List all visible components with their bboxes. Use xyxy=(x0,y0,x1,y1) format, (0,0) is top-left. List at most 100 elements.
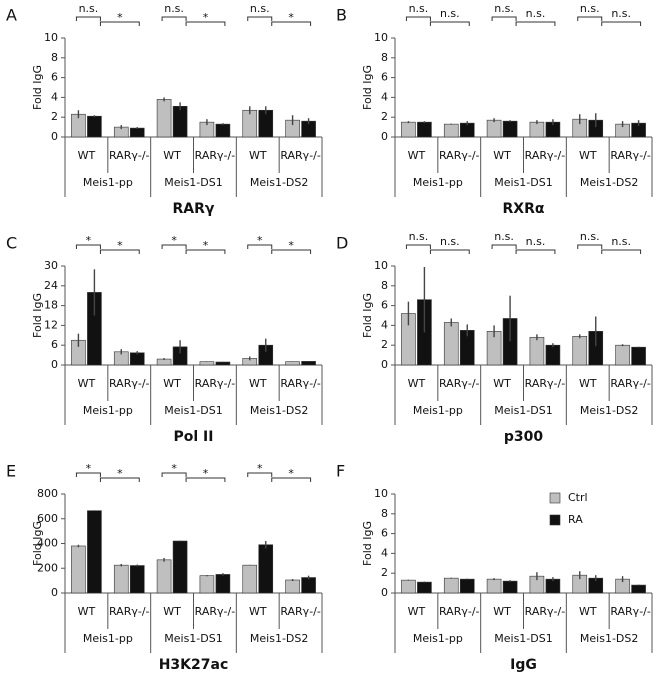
bar xyxy=(129,352,145,366)
bar xyxy=(215,361,231,366)
group-label: Meis1-DS1 xyxy=(164,404,222,417)
significance-label: * xyxy=(257,462,263,475)
significance-bracket xyxy=(429,21,470,26)
significance-bracket xyxy=(271,249,312,254)
significance-label: n.s. xyxy=(164,2,184,15)
x-tick-label: RARγ-/- xyxy=(280,377,321,390)
x-tick-label: RARγ-/- xyxy=(195,377,236,390)
y-tick-label: 8 xyxy=(51,51,58,64)
significance-bracket xyxy=(429,249,470,254)
bar xyxy=(459,122,475,138)
y-tick-label: 8 xyxy=(381,51,388,64)
x-tick-label: RARγ-/- xyxy=(610,149,651,162)
x-tick-label: WT xyxy=(493,377,511,390)
significance-label: n.s. xyxy=(250,2,270,15)
x-tick-label: RARγ-/- xyxy=(195,605,236,618)
bar xyxy=(502,120,518,138)
significance-bracket xyxy=(99,477,140,482)
bar xyxy=(486,578,502,594)
group-label: Meis1-DS2 xyxy=(250,632,308,645)
x-tick-label: WT xyxy=(408,605,426,618)
y-axis-label: Fold IgG xyxy=(31,65,44,110)
y-tick-label: 0 xyxy=(381,130,388,143)
significance-label: * xyxy=(171,462,177,475)
y-tick-label: 6 xyxy=(381,527,388,540)
x-tick-label: WT xyxy=(493,605,511,618)
significance-bracket xyxy=(161,472,187,477)
significance-label: n.s. xyxy=(580,2,600,15)
panel: E Fold IgG 0 200 400 600 800 WT RARγ-/- WT RARγ-/-… xyxy=(6,462,323,673)
group-label: Meis1-DS1 xyxy=(164,632,222,645)
significance-label: * xyxy=(257,234,263,247)
y-axis-label: Fold IgG xyxy=(361,521,374,566)
bar xyxy=(71,545,86,594)
y-tick-label: 4 xyxy=(381,318,388,331)
significance-label: n.s. xyxy=(526,235,546,248)
group-label: Meis1-pp xyxy=(413,176,463,189)
group-label: Meis1-pp xyxy=(413,632,463,645)
y-tick-label: 10 xyxy=(374,31,388,44)
bar xyxy=(285,579,300,594)
x-tick-label: WT xyxy=(493,149,511,162)
bar xyxy=(545,344,561,366)
bar xyxy=(631,584,646,594)
significance-label: * xyxy=(203,467,209,480)
x-tick-label: WT xyxy=(579,377,597,390)
y-tick-label: 600 xyxy=(37,512,58,525)
y-tick-label: 0 xyxy=(381,358,388,371)
x-tick-label: WT xyxy=(579,605,597,618)
y-tick-label: 2 xyxy=(381,338,388,351)
significance-label: * xyxy=(117,239,123,252)
significance-bracket xyxy=(75,472,101,477)
bar xyxy=(156,99,172,138)
bar xyxy=(529,336,545,366)
x-tick-label: WT xyxy=(249,149,267,162)
significance-bracket xyxy=(185,21,226,26)
bar xyxy=(285,361,300,366)
panel: D Fold IgG 0 2 4 6 8 10 WT RARγ-/- WT RARγ-/- WT RARγ… xyxy=(336,230,653,445)
y-tick-label: 12 xyxy=(44,318,58,331)
bar xyxy=(443,123,459,138)
x-tick-label: RARγ-/- xyxy=(610,377,651,390)
group-label: Meis1-DS2 xyxy=(580,404,638,417)
y-tick-label: 400 xyxy=(37,537,58,550)
significance-bracket xyxy=(405,244,431,249)
bar xyxy=(258,109,274,138)
bar xyxy=(301,361,316,366)
group-label: Meis1-pp xyxy=(83,632,133,645)
bar xyxy=(486,119,502,138)
y-tick-label: 30 xyxy=(44,259,58,272)
group-label: Meis1-DS1 xyxy=(494,404,552,417)
significance-label: n.s. xyxy=(79,2,99,15)
x-tick-label: RARγ-/- xyxy=(195,149,236,162)
significance-label: n.s. xyxy=(440,7,460,20)
y-tick-label: 2 xyxy=(51,110,58,123)
y-tick-label: 24 xyxy=(44,279,58,292)
bar xyxy=(215,574,231,594)
y-tick-label: 6 xyxy=(51,338,58,351)
legend-swatch xyxy=(549,514,561,526)
x-tick-label: RARγ-/- xyxy=(109,149,150,162)
bar xyxy=(401,121,416,138)
legend-label: RA xyxy=(568,513,583,526)
significance-label: * xyxy=(86,234,92,247)
panel-title: Pol II xyxy=(174,429,214,445)
bar xyxy=(258,544,274,594)
bar xyxy=(631,346,646,366)
y-tick-label: 0 xyxy=(51,586,58,599)
y-axis-label: Fold IgG xyxy=(361,65,374,110)
y-tick-label: 10 xyxy=(44,31,58,44)
significance-label: n.s. xyxy=(611,235,631,248)
x-tick-label: WT xyxy=(78,605,96,618)
significance-label: * xyxy=(86,462,92,475)
panel-letter: C xyxy=(6,234,17,253)
y-tick-label: 10 xyxy=(374,259,388,272)
significance-label: * xyxy=(288,467,294,480)
significance-bracket xyxy=(99,249,140,254)
x-tick-label: WT xyxy=(163,377,181,390)
panel-letter: E xyxy=(6,462,16,481)
panel: A Fold IgG 0 2 4 6 8 10 WT RARγ-/- WT RARγ-/- WT RARγ… xyxy=(6,2,323,217)
significance-label: * xyxy=(117,11,123,24)
x-tick-label: WT xyxy=(78,377,96,390)
